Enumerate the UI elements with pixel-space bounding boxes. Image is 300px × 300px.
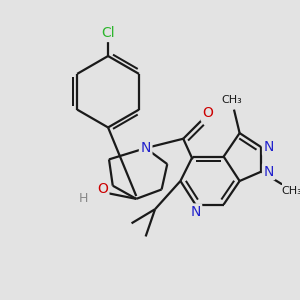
Text: O: O <box>97 182 108 197</box>
Text: Cl: Cl <box>101 26 115 40</box>
Text: CH₃: CH₃ <box>222 95 242 105</box>
Text: CH₃: CH₃ <box>282 186 300 196</box>
Text: N: N <box>190 205 201 219</box>
Text: N: N <box>140 141 151 155</box>
Text: O: O <box>202 106 213 120</box>
Text: N: N <box>264 140 274 154</box>
Text: H: H <box>79 192 88 206</box>
Text: N: N <box>264 165 274 178</box>
